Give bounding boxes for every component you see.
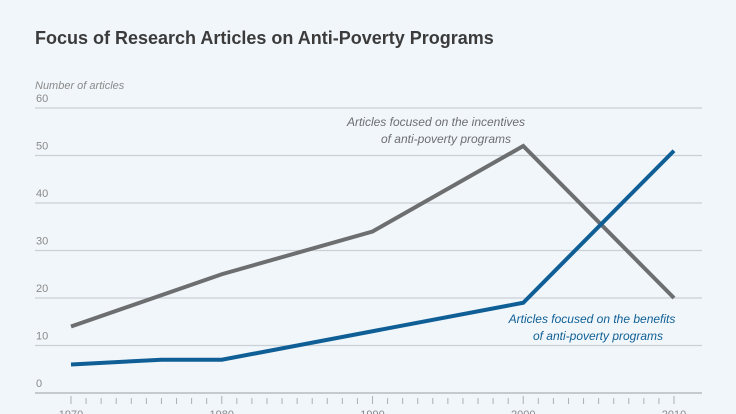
y-axis-label: Number of articles — [35, 80, 125, 92]
y-tick-label: 40 — [36, 188, 48, 200]
series-line-benefits — [70, 149, 676, 367]
series-label-benefits: of anti-poverty programs — [533, 329, 663, 343]
y-tick-label: 60 — [36, 93, 48, 105]
y-tick-label: 20 — [36, 283, 48, 295]
y-tick-label: 0 — [36, 378, 42, 390]
x-tick-label: 1970 — [59, 409, 83, 414]
x-tick-label: 2010 — [662, 409, 686, 414]
x-tick-label: 2000 — [511, 409, 535, 414]
series-label-incentives: Articles focused on the incentives — [346, 115, 525, 129]
x-tick-label: 1990 — [360, 409, 384, 414]
x-tick-label: 1980 — [210, 409, 234, 414]
y-tick-label: 30 — [36, 236, 48, 248]
y-tick-label: 50 — [36, 141, 48, 153]
series-label-benefits: Articles focused on the benefits — [508, 312, 676, 326]
chart-title: Focus of Research Articles on Anti-Pover… — [35, 28, 494, 48]
y-tick-label: 10 — [36, 331, 48, 343]
series-line-incentives — [70, 143, 676, 329]
series-label-incentives: of anti-poverty programs — [381, 132, 511, 146]
